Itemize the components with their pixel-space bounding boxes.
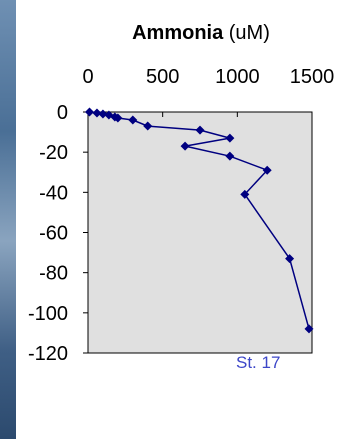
y-tick-label: 0	[57, 102, 68, 124]
plot-area	[87, 111, 313, 354]
series-layer	[84, 107, 314, 334]
y-tick-label: -40	[39, 182, 68, 204]
data-point-diamond	[113, 113, 123, 123]
data-point-diamond	[240, 189, 250, 199]
x-tick-label: 1500	[290, 66, 335, 88]
x-tick-label: 0	[82, 66, 93, 88]
data-point-diamond	[98, 109, 108, 119]
y-tick-label: -80	[39, 263, 68, 285]
data-point-diamond	[128, 115, 138, 125]
x-tick-label: 1000	[215, 66, 260, 88]
x-axis: 0 500 1000 1500	[82, 66, 334, 117]
data-point-diamond	[84, 107, 94, 117]
y-tick-label: -120	[28, 343, 68, 365]
y-tick-label: -100	[28, 303, 68, 325]
x-tick-label: 500	[146, 66, 179, 88]
background-image-strip	[0, 0, 16, 439]
data-point-diamond	[143, 121, 153, 131]
data-point-diamond	[262, 165, 272, 175]
data-point-diamond	[180, 141, 190, 151]
y-axis: 0 -20 -40 -60 -80 -100 -120	[28, 102, 88, 365]
data-point-diamond	[304, 324, 314, 334]
data-point-diamond	[195, 125, 205, 135]
data-point-diamond	[225, 151, 235, 161]
data-point-diamond	[285, 254, 295, 264]
y-tick-label: -60	[39, 223, 68, 245]
y-tick-label: -20	[39, 142, 68, 164]
chart-title-unit: (uM)	[223, 22, 270, 44]
chart-title-bold: Ammonia	[132, 22, 224, 44]
chart-title: Ammonia (uM)	[132, 22, 270, 44]
station-annotation: St. 17	[236, 353, 280, 372]
data-point-diamond	[92, 108, 102, 118]
data-point-diamond	[225, 133, 235, 143]
